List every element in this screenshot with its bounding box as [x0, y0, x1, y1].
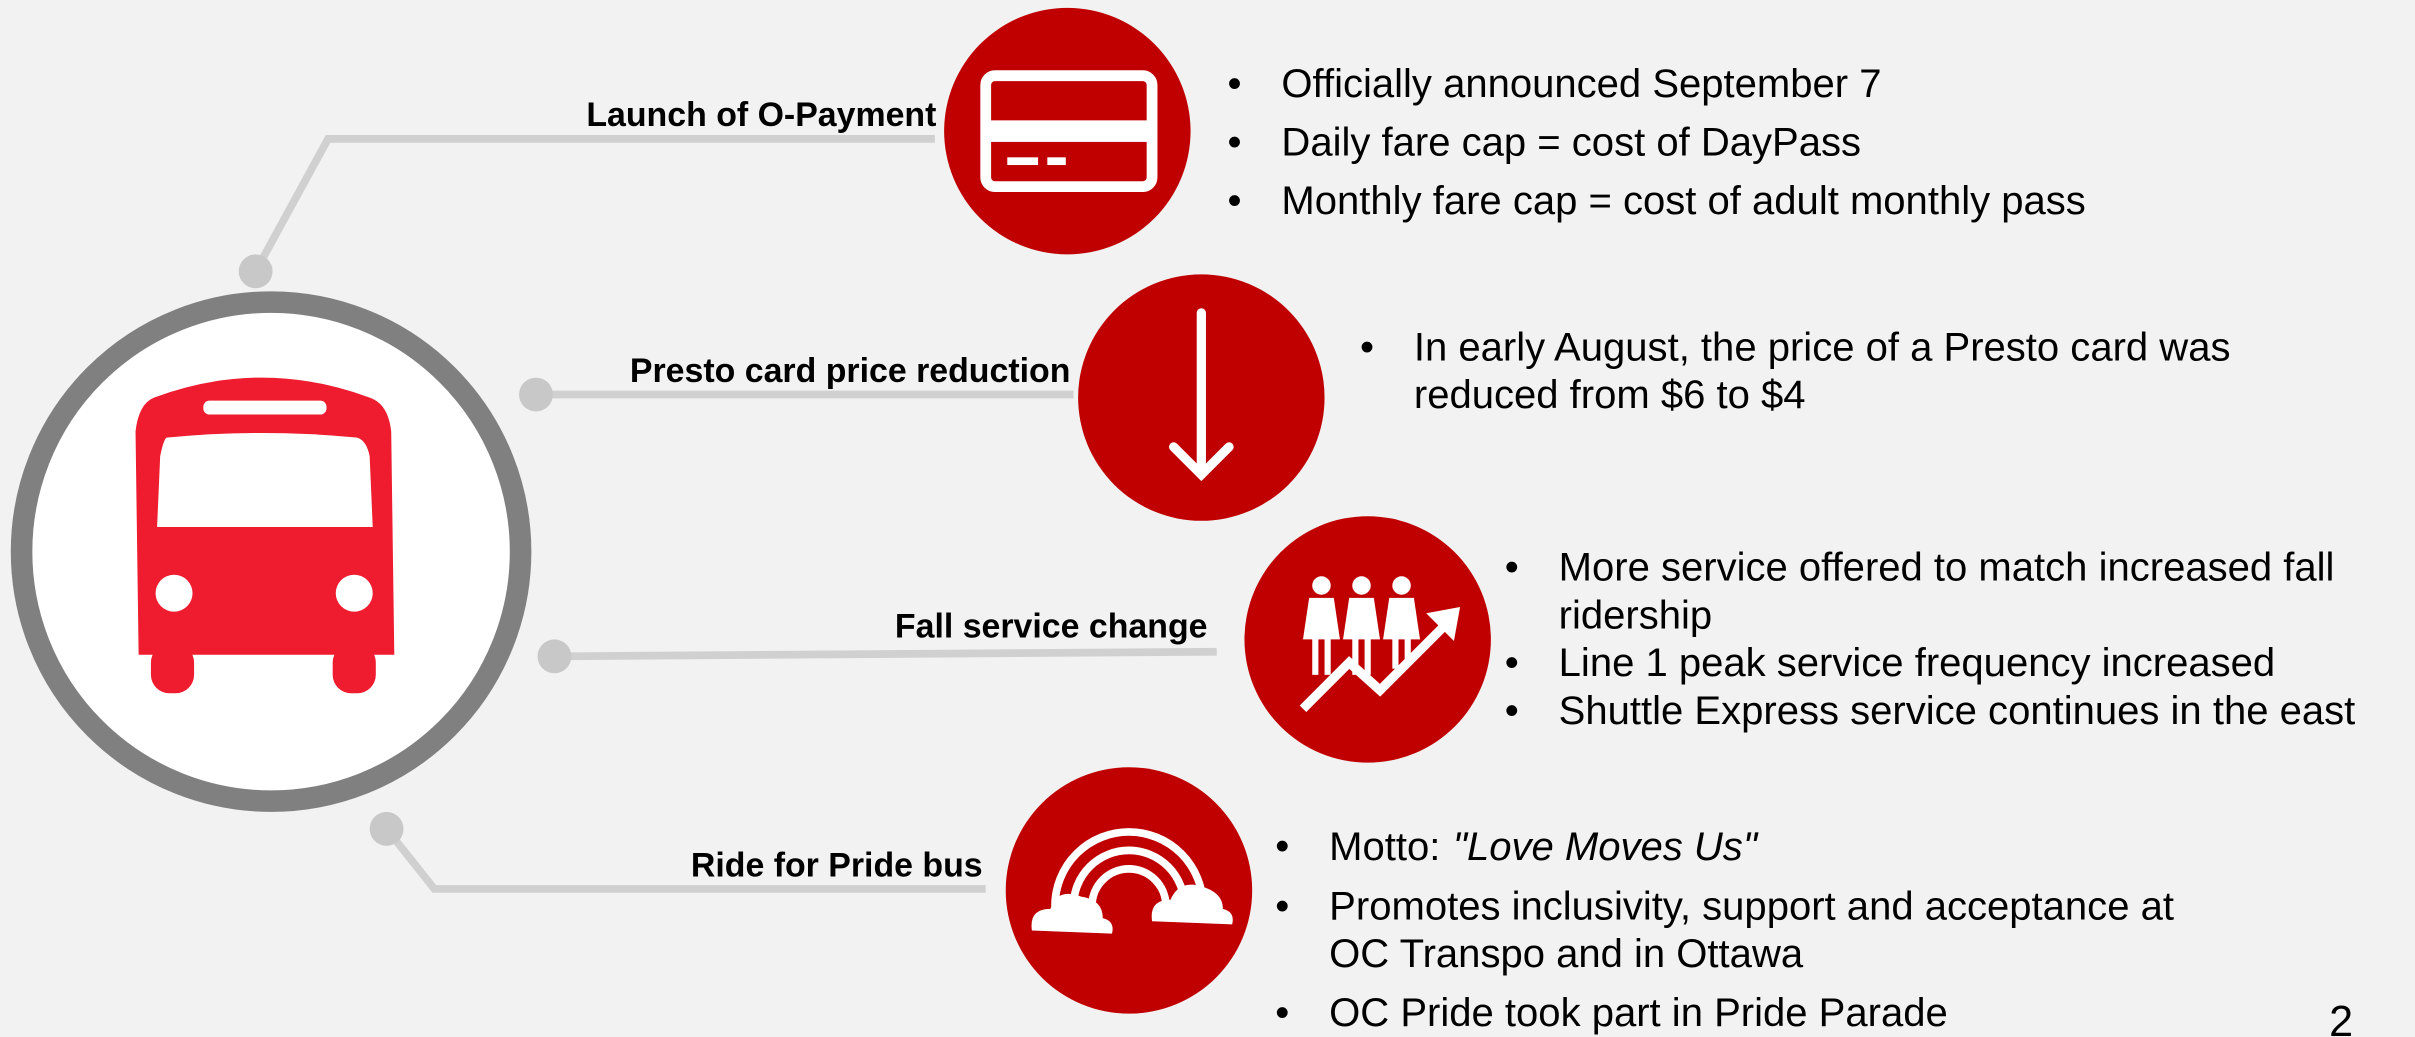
- connector: [554, 647, 1217, 661]
- item-label: Presto card price reduction: [630, 352, 1071, 390]
- item-label: Fall service change: [895, 608, 1208, 646]
- connector-dot: [519, 377, 553, 412]
- bullet-text: Promotes inclusivity, support and accept…: [1329, 885, 2174, 929]
- rainbow-icon: [1031, 828, 1233, 934]
- bullet-symbol: •: [1505, 641, 1519, 685]
- bullet-symbol: •: [1360, 325, 1374, 369]
- connector: [252, 134, 935, 274]
- bullet-text: OC Transpo and in Ottawa: [1329, 932, 1804, 976]
- bullet-text: ridership: [1559, 593, 1713, 637]
- bullet-symbol: •: [1228, 121, 1242, 165]
- down-arrow-icon: [1168, 308, 1234, 482]
- connector-dot: [537, 639, 572, 674]
- bullet-text: Officially announced September 7: [1281, 62, 1881, 106]
- bullet-text: More service offered to match increased …: [1559, 546, 2335, 590]
- bullet-text: Line 1 peak service frequency increased: [1559, 641, 2276, 685]
- card-icon: [980, 70, 1158, 192]
- bullet-text: Shuttle Express service continues in the…: [1559, 689, 2356, 733]
- bullet-text: In early August, the price of a Presto c…: [1414, 325, 2231, 369]
- item-label: Launch of O-Payment: [586, 96, 936, 134]
- bullet-text: Monthly fare cap = cost of adult monthly…: [1281, 179, 2085, 223]
- connector: [383, 826, 986, 893]
- motto-label: Motto:: [1329, 824, 1440, 868]
- page-number: 2: [2329, 998, 2353, 1037]
- bullet-text: reduced from $6 to $4: [1414, 373, 1806, 417]
- motto-emphasis: "Love Moves Us": [1453, 824, 1759, 868]
- bullet-symbol: •: [1505, 689, 1519, 733]
- bullet-symbol: •: [1505, 546, 1519, 590]
- bullet-text: Daily fare cap = cost of DayPass: [1281, 121, 1861, 165]
- item-label: Ride for Pride bus: [691, 846, 983, 884]
- bullet-text: Motto: "Love Moves Us": [1329, 824, 1759, 868]
- bullet-symbol: •: [1275, 824, 1289, 868]
- ridership-icon: [1299, 576, 1461, 712]
- bullet-symbol: •: [1275, 885, 1289, 929]
- bullet-text: OC Pride took part in Pride Parade: [1329, 991, 1948, 1035]
- connector-dot: [369, 811, 404, 846]
- bus-icon: [135, 377, 395, 694]
- badge: [1005, 767, 1253, 1014]
- bullet-symbol: •: [1228, 62, 1242, 106]
- bullet-symbol: •: [1275, 991, 1289, 1035]
- bullet-symbol: •: [1228, 179, 1242, 223]
- connector-dot: [238, 254, 273, 289]
